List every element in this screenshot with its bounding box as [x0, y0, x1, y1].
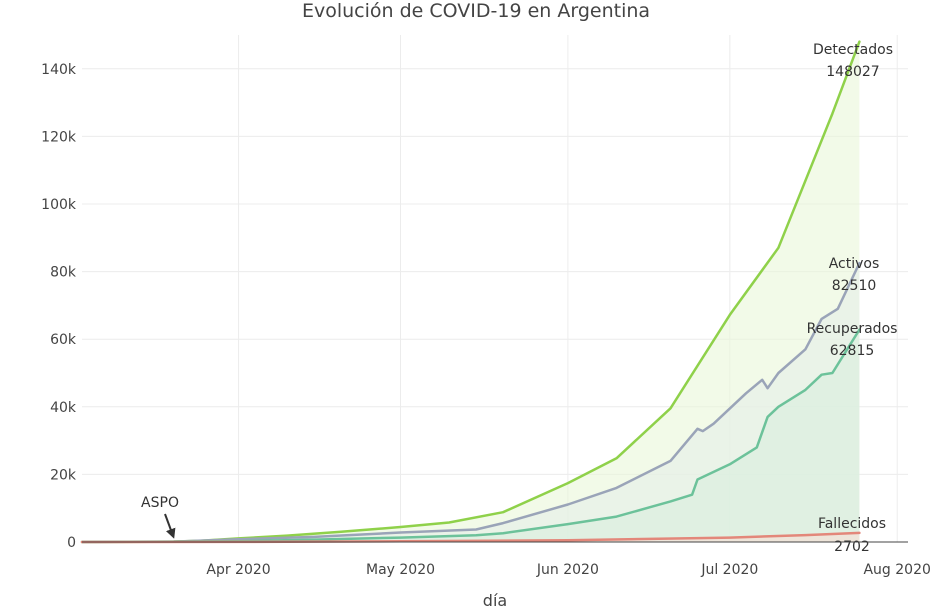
recuperados-label: Recuperados: [807, 321, 898, 337]
y-tick-label: 140k: [41, 62, 77, 78]
x-tick-label: Apr 2020: [206, 562, 270, 578]
y-tick-label: 20k: [50, 467, 77, 483]
recuperados-value-label: 62815: [830, 343, 875, 359]
y-tick-label: 60k: [50, 332, 77, 348]
x-axis-label: día: [483, 591, 507, 610]
detectados-area: [82, 41, 860, 542]
activos-label: Activos: [829, 256, 880, 272]
x-tick-label: May 2020: [366, 562, 435, 578]
aspo-annotation-label: ASPO: [141, 495, 179, 511]
aspo-annotation-arrow: [164, 513, 176, 539]
activos-value-label: 82510: [832, 278, 877, 294]
annotations: Detectados 148027 Activos 82510 Recuperados 6…: [141, 42, 897, 555]
recuperados-line: [80, 328, 861, 544]
gridlines: [82, 35, 908, 542]
series-areas: [82, 41, 860, 542]
y-tick-label: 120k: [41, 129, 77, 145]
activos-line: [80, 261, 861, 544]
axis-ticks: 0 20k 40k 60k 80k 100k 120k 140k Apr 2020 May 202…: [41, 62, 931, 578]
x-tick-label: Jul 2020: [700, 562, 758, 578]
detectados-label: Detectados: [813, 42, 893, 58]
fallecidos-value-label: 2702: [834, 539, 870, 555]
fallecidos-label: Fallecidos: [818, 516, 886, 532]
detectados-value-label: 148027: [826, 64, 879, 80]
x-tick-label: Jun 2020: [536, 562, 599, 578]
activos-area: [82, 263, 860, 542]
y-tick-label: 0: [67, 535, 76, 551]
y-tick-label: 80k: [50, 265, 77, 281]
y-tick-label: 40k: [50, 400, 77, 416]
recuperados-area: [82, 329, 860, 542]
y-tick-label: 100k: [41, 197, 77, 213]
chart-title: Evolución de COVID-19 en Argentina: [302, 0, 650, 22]
x-tick-label: Aug 2020: [863, 562, 930, 578]
